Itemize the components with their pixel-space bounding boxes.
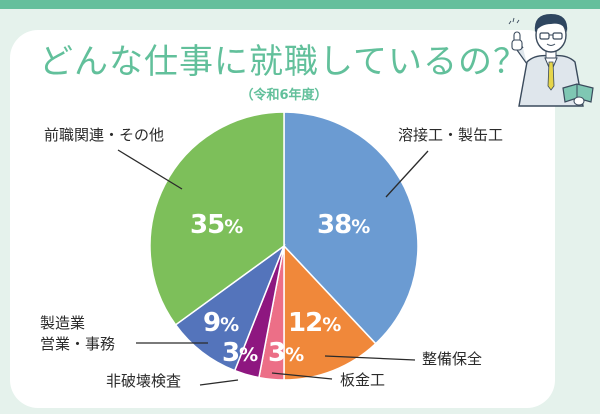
label-sheet-metal: 板金工 [340, 371, 386, 389]
pct-welding: 38% [317, 210, 370, 240]
label-ndt: 非破壊検査 [106, 372, 182, 390]
leader-other [117, 149, 183, 190]
label-maintenance: 整備保全 [422, 350, 483, 368]
pct-maintenance: 12% [288, 308, 341, 338]
pct-sheet-metal: 3% [268, 338, 304, 368]
slice-maintenance [283, 244, 377, 381]
label-office-line1: 製造業 [40, 314, 86, 332]
slice-other [149, 111, 285, 326]
pct-other: 35% [190, 210, 243, 240]
top-accent-bar [0, 0, 600, 9]
page-title: どんな仕事に就職しているの？ [39, 42, 528, 82]
leader-maintenance [324, 355, 416, 361]
slice-welding [283, 111, 419, 345]
label-office-line2: 営業・事務 [40, 335, 116, 353]
pct-office: 9% [203, 308, 239, 338]
leader-welding [385, 150, 429, 198]
teacher-pointing-with-book-icon [508, 14, 594, 107]
page-subtitle: （令和6年度） [240, 88, 328, 103]
label-welding: 溶接工・製缶工 [398, 126, 504, 144]
pct-ndt: 3% [222, 338, 258, 368]
leader-sheet-metal [271, 372, 333, 380]
label-other: 前職関連・その他 [44, 126, 165, 144]
leader-ndt [199, 379, 239, 386]
